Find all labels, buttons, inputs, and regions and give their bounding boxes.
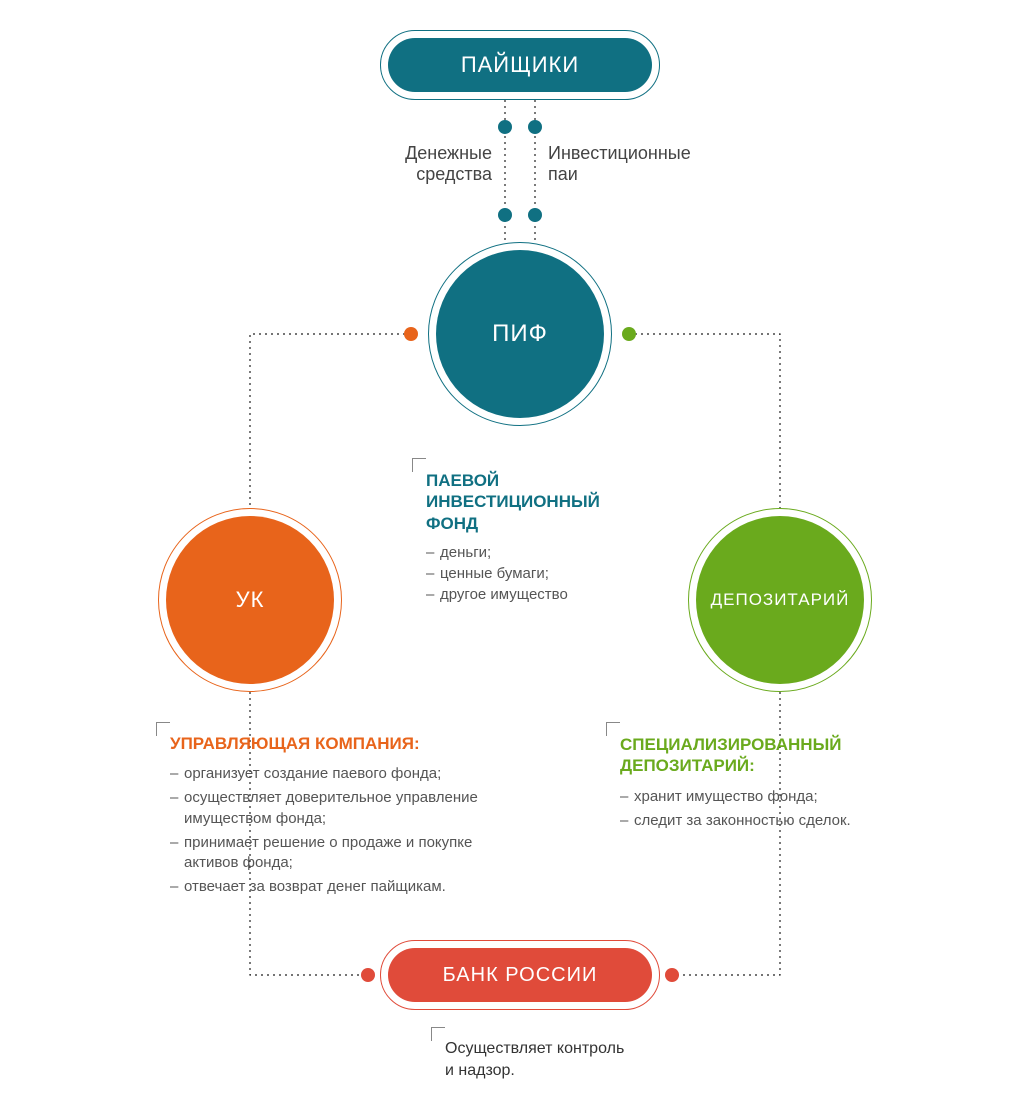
node-bank-label: БАНК РОССИИ: [443, 964, 598, 987]
dot-pif_left: [404, 327, 418, 341]
node-shareholders: ПАЙЩИКИ: [380, 30, 660, 100]
dot-mid_left: [498, 208, 512, 222]
info-pif-list: деньги; ценные бумаги; другое имущество: [426, 544, 656, 603]
diagram-canvas: ПАЙЩИКИ Денежные средства Инвестиционные…: [0, 0, 1024, 1109]
info-depository: СПЕЦИАЛИЗИРОВАННЫЙ ДЕПОЗИТАРИЙ: хранит и…: [620, 734, 900, 835]
bracket-uk: [156, 722, 170, 736]
node-pif: ПИФ: [428, 242, 612, 426]
node-depository: ДЕПОЗИТАРИЙ: [688, 508, 872, 692]
info-pif: ПАЕВОЙ ИНВЕСТИЦИОННЫЙ ФОНД деньги; ценны…: [426, 470, 656, 607]
node-depository-label: ДЕПОЗИТАРИЙ: [711, 590, 850, 610]
bracket-pif: [412, 458, 426, 472]
info-bank: Осуществляет контроль и надзор.: [445, 1038, 745, 1081]
node-uk: УК: [158, 508, 342, 692]
dot-top_left: [498, 120, 512, 134]
dot-mid_right: [528, 208, 542, 222]
info-uk: УПРАВЛЯЮЩАЯ КОМПАНИЯ: организует создани…: [170, 734, 510, 902]
info-dep-list: хранит имущество фонда; следит за законн…: [620, 787, 900, 832]
node-shareholders-label: ПАЙЩИКИ: [461, 52, 579, 78]
bracket-bank: [431, 1027, 445, 1041]
info-uk-list: организует создание паевого фонда; осуще…: [170, 764, 510, 898]
dot-bank_left: [361, 968, 375, 982]
bracket-dep: [606, 722, 620, 736]
node-uk-label: УК: [236, 587, 265, 613]
dot-bank_right: [665, 968, 679, 982]
flow-shares-label: Инвестиционные паи: [548, 143, 691, 185]
node-pif-label: ПИФ: [492, 320, 548, 348]
flow-money-label: Денежные средства: [405, 143, 492, 185]
node-bank: БАНК РОССИИ: [380, 940, 660, 1010]
dot-top_right: [528, 120, 542, 134]
dot-pif_right: [622, 327, 636, 341]
